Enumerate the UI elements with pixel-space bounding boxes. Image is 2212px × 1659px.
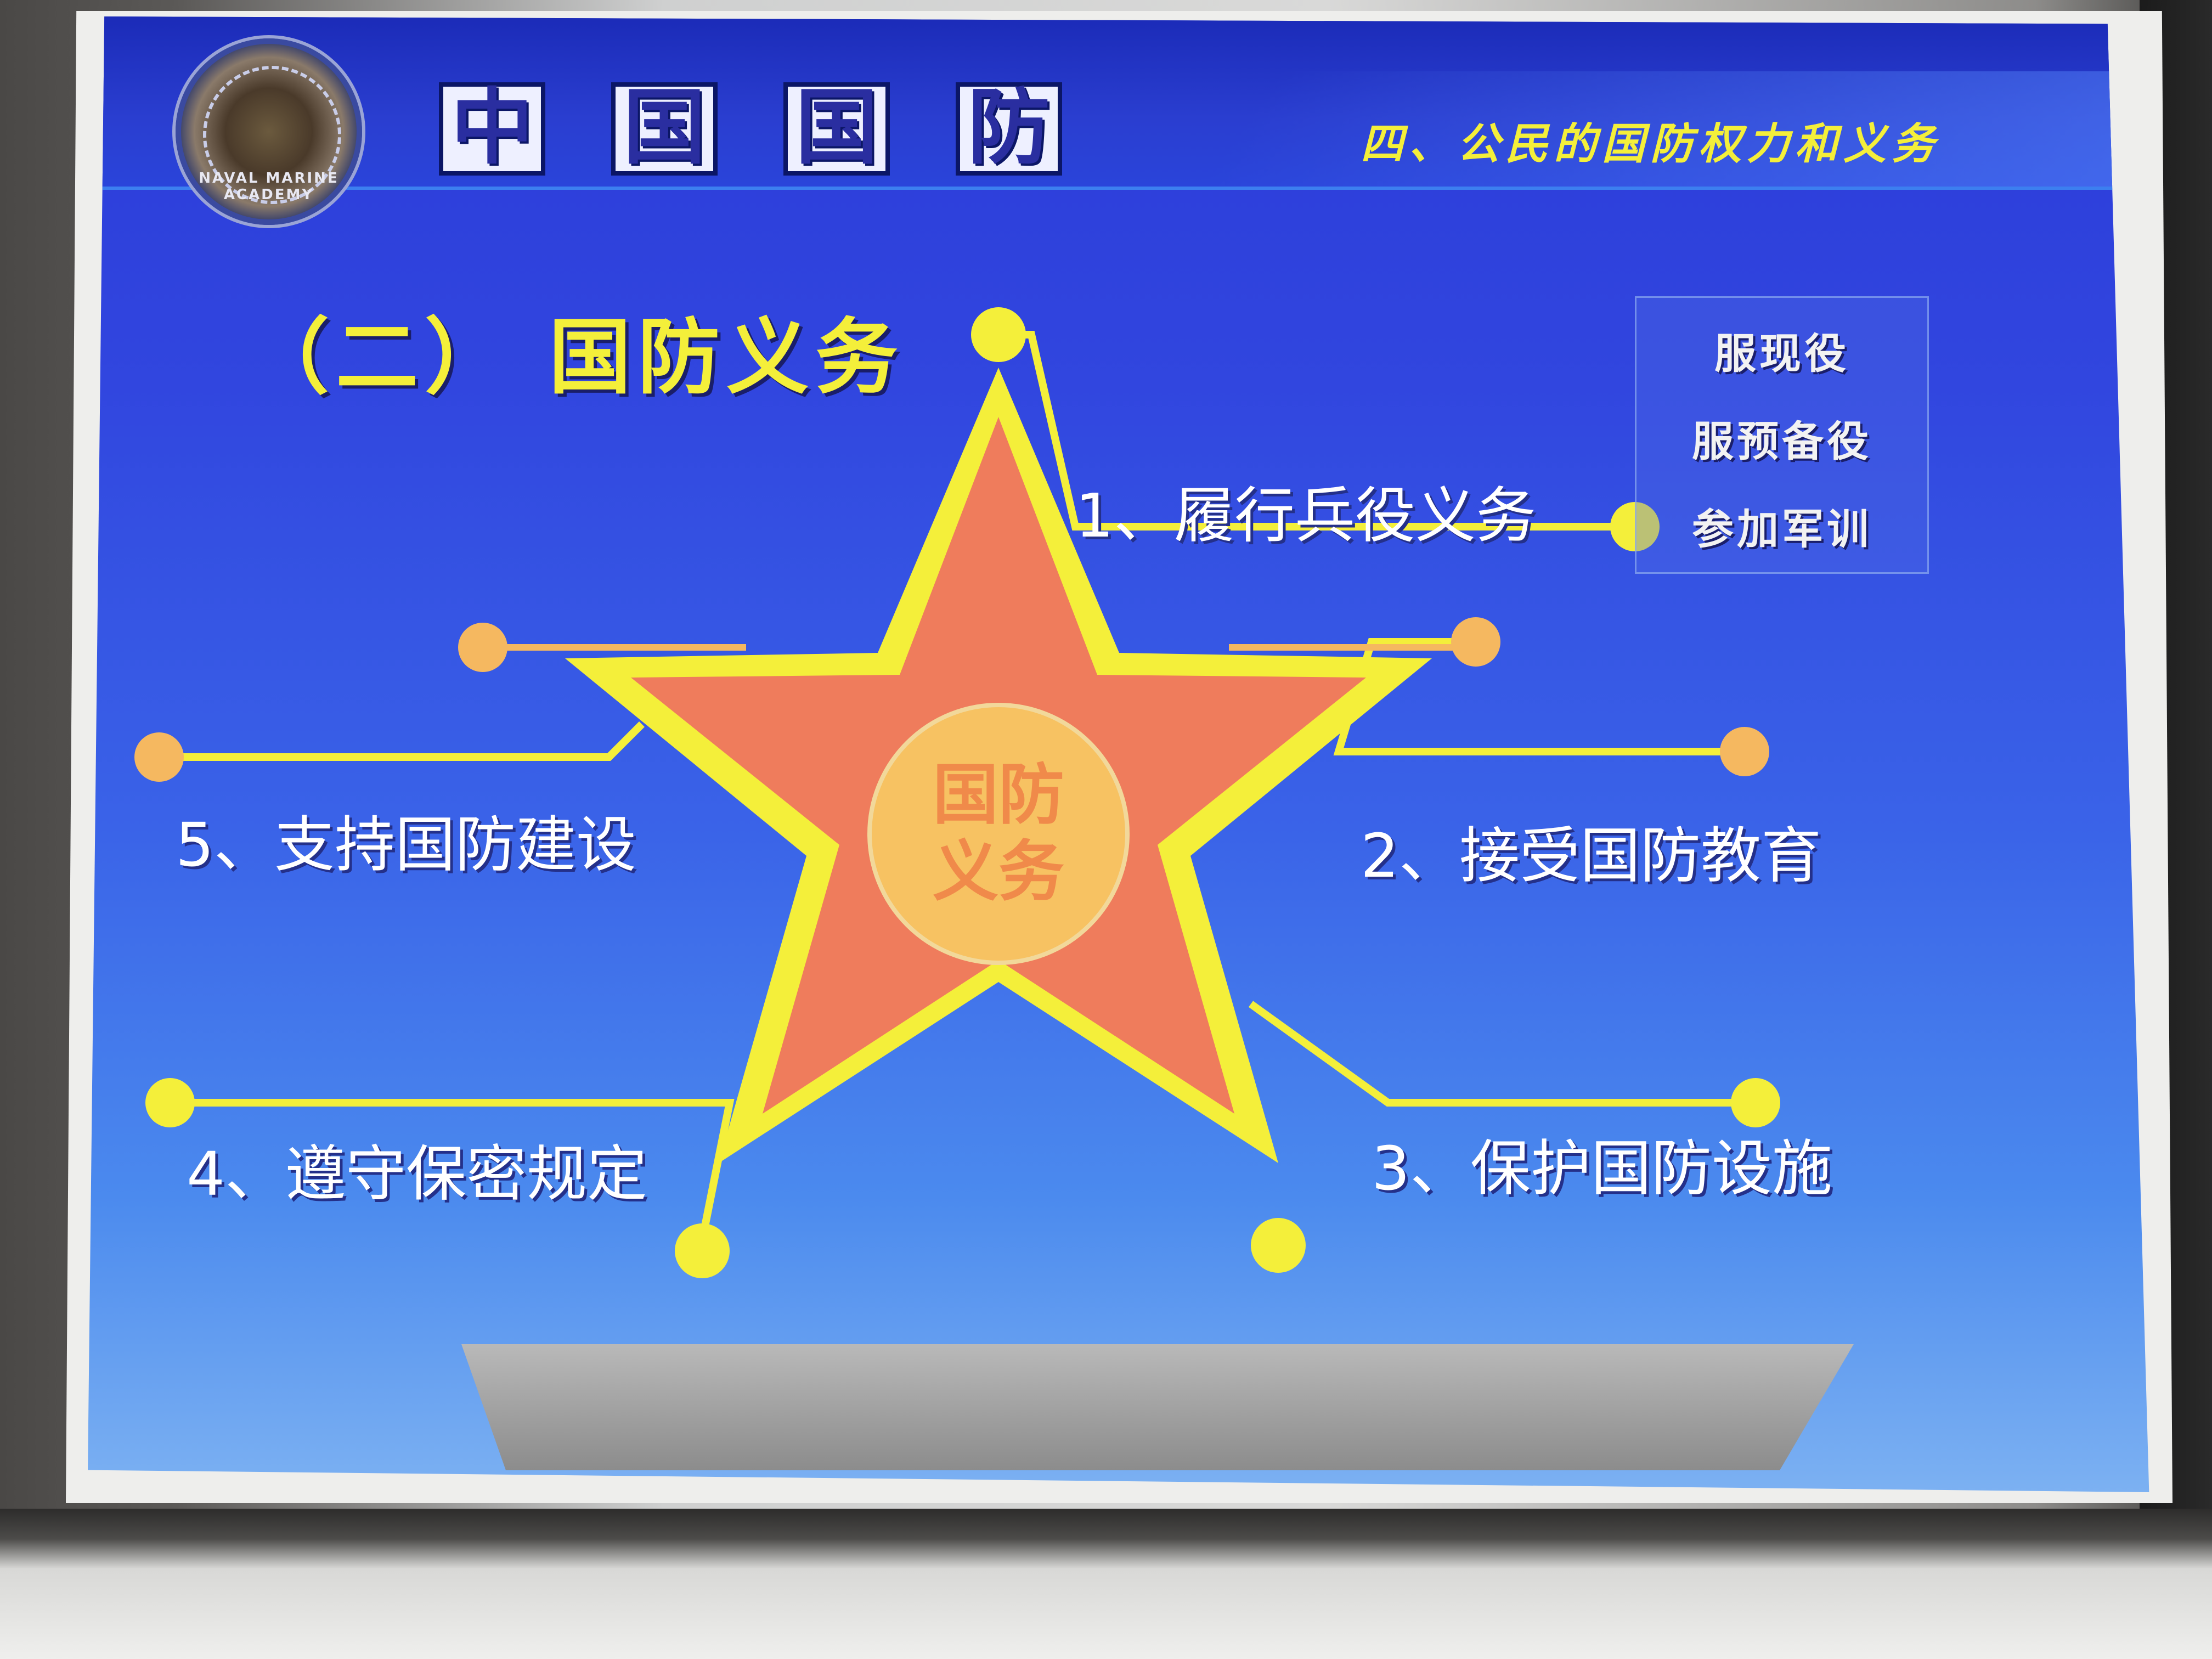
connector-4 <box>170 1099 735 1241</box>
slide-header: NAVAL MARINE ACADEMY 中 国 国 防 四、公民的国防权力和义… <box>88 16 2149 225</box>
center-label-line1: 国防 <box>933 757 1064 833</box>
duty-item-1: 1、履行兵役义务 <box>1075 481 1536 551</box>
military-service-box: 服现役 服预备役 参加军训 <box>1635 296 1929 574</box>
bottom-wall-strip <box>0 1509 2212 1659</box>
slide-floor-base <box>461 1344 1854 1470</box>
center-label-line2: 义务 <box>933 834 1064 910</box>
title-char: 中 <box>439 82 546 176</box>
dot-duty-2 <box>1720 727 1769 776</box>
endpoint-dots <box>134 307 1780 1278</box>
dot-upper-left <box>458 623 507 672</box>
academy-logo: NAVAL MARINE ACADEMY <box>176 38 362 225</box>
page-title: 中 国 国 防 <box>439 82 1063 176</box>
slide-subtitle: （二） 国防义务 <box>247 310 905 405</box>
dot-lower-right <box>1251 1218 1306 1273</box>
duty-item-5: 5、支持国防建设 <box>176 810 636 880</box>
dot-duty-3 <box>1731 1078 1780 1127</box>
connector-3 <box>1248 1001 1756 1107</box>
dot-duty-5 <box>134 732 184 782</box>
logo-ring <box>203 66 341 204</box>
dot-lower-left <box>675 1223 730 1278</box>
center-circle <box>870 705 1127 963</box>
duty-item-4: 4、遵守保密规定 <box>187 1139 647 1209</box>
title-char: 国 <box>611 82 718 176</box>
center-circle-rim <box>867 703 1130 965</box>
service-item: 服现役 <box>1714 329 1849 378</box>
duty-item-3: 3、保护国防设施 <box>1372 1133 1832 1204</box>
duty-item-2: 2、接受国防教育 <box>1361 821 1821 891</box>
title-char: 国 <box>783 82 890 176</box>
dot-upper-right <box>1451 617 1500 667</box>
section-heading: 四、公民的国防权力和义务 <box>1361 119 1940 169</box>
logo-text: NAVAL MARINE ACADEMY <box>199 170 339 203</box>
title-char: 防 <box>956 82 1063 176</box>
projected-slide: NAVAL MARINE ACADEMY 中 国 国 防 四、公民的国防权力和义… <box>88 16 2149 1492</box>
service-item: 服预备役 <box>1692 417 1872 466</box>
service-item: 参加军训 <box>1692 505 1872 554</box>
dot-top <box>971 307 1026 362</box>
connector-5 <box>159 721 645 761</box>
dot-duty-4 <box>145 1078 195 1127</box>
star-diagram: 国防 义务 <box>134 307 1780 1278</box>
